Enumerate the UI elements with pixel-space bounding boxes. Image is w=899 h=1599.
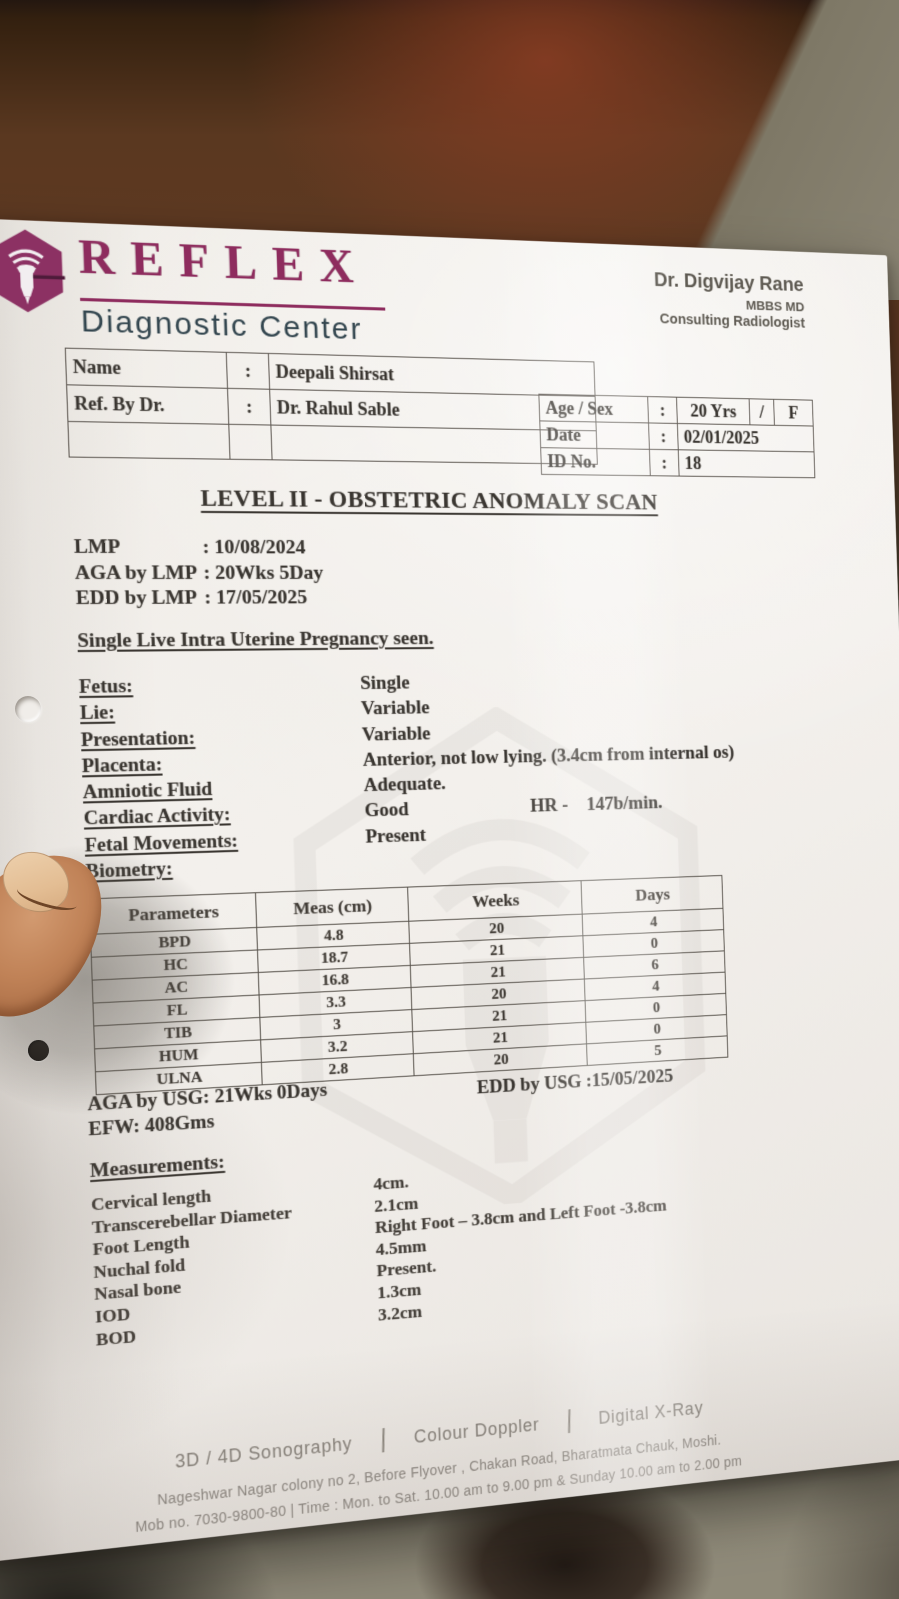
punch-hole-embossed <box>15 696 41 722</box>
service-xray: Digital X-Ray <box>598 1397 704 1428</box>
colon: : <box>647 396 678 424</box>
report-paper: REFLEX Diagnostic Center Dr. Digvijay Ra… <box>0 215 899 1565</box>
table-row: ID No. : 18 <box>540 447 815 478</box>
date-value: 02/01/2025 <box>677 423 815 452</box>
edd-lmp-line: EDD by LMP: 17/05/2025 <box>75 587 308 610</box>
lmp-line: LMP: 10/08/2024 <box>73 536 306 559</box>
efw: EFW: 408Gms <box>88 1110 215 1141</box>
colon: : <box>227 388 271 426</box>
service-sonography: 3D / 4D Sonography <box>174 1433 353 1472</box>
measurements-heading: Measurements: <box>89 1151 226 1183</box>
age-value: 20 Yrs <box>676 397 750 425</box>
divider <box>381 1428 385 1453</box>
hr-label: HR - <box>529 795 569 818</box>
watermark-logo-icon <box>282 704 715 1220</box>
doctor-block: Dr. Digvijay Rane MBBS MD Consulting Rad… <box>546 265 805 331</box>
colon: : <box>648 422 679 450</box>
patient-meta-table: Age / Sex : 20 Yrs / F Date : 02/01/2025… <box>538 394 815 479</box>
ref-label: Ref. By Dr. <box>66 384 229 425</box>
aga-lmp-line: AGA by LMP: 20Wks 5Day <box>74 561 324 584</box>
name-label: Name <box>65 348 228 389</box>
id-value: 18 <box>678 449 815 478</box>
id-label: ID No. <box>540 447 651 476</box>
findings-list: Fetus: Single Lie: Variable Presentation: V… <box>79 667 846 887</box>
date-label: Date <box>539 420 650 450</box>
hr-value: 147b/min. <box>586 792 663 816</box>
slash: / <box>749 398 775 426</box>
clinic-name: REFLEX <box>77 229 370 294</box>
lmp-block: LMP: 10/08/2024 AGA by LMP: 20Wks 5Day E… <box>74 536 325 613</box>
sex-value: F <box>773 399 814 427</box>
clinic-logo-icon <box>0 228 66 314</box>
pregnancy-note: Single Live Intra Uterine Pregnancy seen… <box>76 627 434 653</box>
colon: : <box>226 352 270 390</box>
age-sex-label: Age / Sex <box>538 394 649 423</box>
patient-table: Name : Deepali Shirsat Ref. By Dr. : Dr.… <box>65 348 598 465</box>
service-doppler: Colour Doppler <box>413 1414 540 1448</box>
clinic-tagline: Diagnostic Center <box>80 304 364 347</box>
report-title: LEVEL II - OBSTETRIC ANOMALY SCAN <box>200 485 658 516</box>
colon: : <box>649 449 680 477</box>
divider <box>567 1409 571 1434</box>
table-row: Date : 02/01/2025 <box>539 420 815 452</box>
